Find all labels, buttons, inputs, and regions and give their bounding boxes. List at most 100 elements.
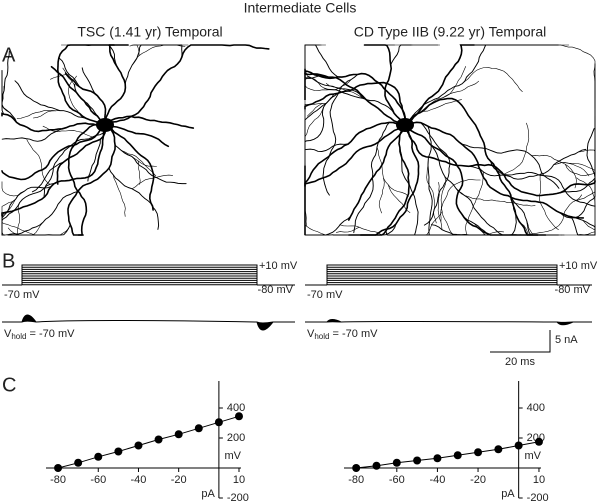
x-tick-label: -80 [348,474,364,486]
x-tick-label: 10 [233,474,245,486]
neuron-branch [114,144,187,185]
neuron-drawings [1,44,596,236]
neuron-branch [578,138,596,154]
neuron-branch [26,139,51,185]
voltage-step [21,264,258,285]
step-label: -80 mV [555,284,591,296]
neuron-branch [404,44,475,126]
iv-line [57,415,240,469]
iv-point [114,447,123,456]
voltage-step [326,282,558,285]
neuron-branch [1,201,13,216]
neuron-branch [16,110,64,119]
neuron-branch [557,162,590,177]
neuron-branch [426,161,437,224]
neuron-branch [1,128,63,142]
neuron-branch [124,44,155,85]
neuron-branch [323,87,395,114]
iv-point [174,430,183,439]
neuron-branch [348,124,406,221]
voltage-step [21,273,258,285]
neuron-branch [304,106,324,140]
y-axis-label: pA [501,488,515,500]
neuron-branch [1,51,10,115]
voltage-step [326,264,558,285]
neuron-branch [104,124,155,211]
neuron-branch [1,186,52,236]
neuron-branch [56,124,107,185]
neuron-branch [586,52,596,82]
step-label: -80 mV [258,284,294,296]
x-tick-label: -40 [429,474,445,486]
iv-point [392,458,401,467]
column-title: CD Type IIB (9.22 yr) Temporal [354,24,546,40]
neuron-branch [437,182,442,223]
iv-point [413,456,422,465]
current-trace [305,319,592,326]
step-label: -70 mV [4,289,40,301]
neuron-branch [348,124,410,236]
neuron-branch [304,81,407,126]
voltage-step [21,282,258,285]
neuron-branch [455,187,536,207]
neuron-branch [423,99,462,112]
iv-point [372,461,381,470]
neuron-branch [565,163,596,177]
neuron-branch [570,216,596,236]
neuron-branch [390,44,412,66]
neuron-branch [576,177,596,232]
iv-point [494,445,503,454]
neuron-branch [490,160,596,207]
iv-point [514,441,523,450]
neuron-branch [81,67,101,100]
scale-bar [490,330,551,353]
neuron-branch [336,226,360,233]
neuron-branch [1,180,62,236]
step-label: +10 mV [259,260,298,272]
neuron-branch [72,44,120,70]
iv-point [534,437,543,446]
neuron-branch [9,191,78,235]
voltage-step [326,273,558,285]
iv-point [474,448,483,457]
vhold-label: Vhold = -70 mV [307,328,378,341]
y-tick-label: 400 [527,402,545,414]
neuron-branch [576,187,596,201]
iv-point [433,454,442,463]
neuron-branch [359,124,420,236]
neuron-branch [1,214,6,236]
neuron-branch [7,222,44,236]
neuron-branch [43,132,105,198]
scale-bar-label: 5 nA [555,334,578,346]
x-axis-label: mV [525,450,542,462]
y-tick-label: -200 [527,492,549,503]
current-trace [2,314,295,331]
y-tick-label: -200 [227,492,249,503]
neuron-branch [1,70,18,123]
neuron-branch [429,143,524,236]
neuron-branch [87,138,101,182]
neuron-branch [104,115,195,129]
figure-title: Intermediate Cells [244,0,357,16]
iv-point [453,451,462,460]
neuron-branch [304,223,333,236]
neuron-branch [412,80,479,117]
neuron-branch [539,172,559,230]
neuron-branch [120,150,157,177]
iv-point [54,464,63,472]
step-label: +10 mV [559,260,598,272]
neuron-branch [440,179,481,230]
step-label: -70 mV [307,289,343,301]
neuron-branch [385,230,454,236]
iv-point [94,452,103,461]
iv-point [134,441,143,450]
neuron-branch [67,124,116,236]
x-tick-label: 10 [533,474,545,486]
x-tick-label: -20 [171,474,187,486]
neuron-branch [307,103,323,117]
x-tick-label: -80 [50,474,66,486]
neuron-branch [305,44,339,78]
neuron-branch [353,121,390,234]
voltage-step [21,277,258,285]
